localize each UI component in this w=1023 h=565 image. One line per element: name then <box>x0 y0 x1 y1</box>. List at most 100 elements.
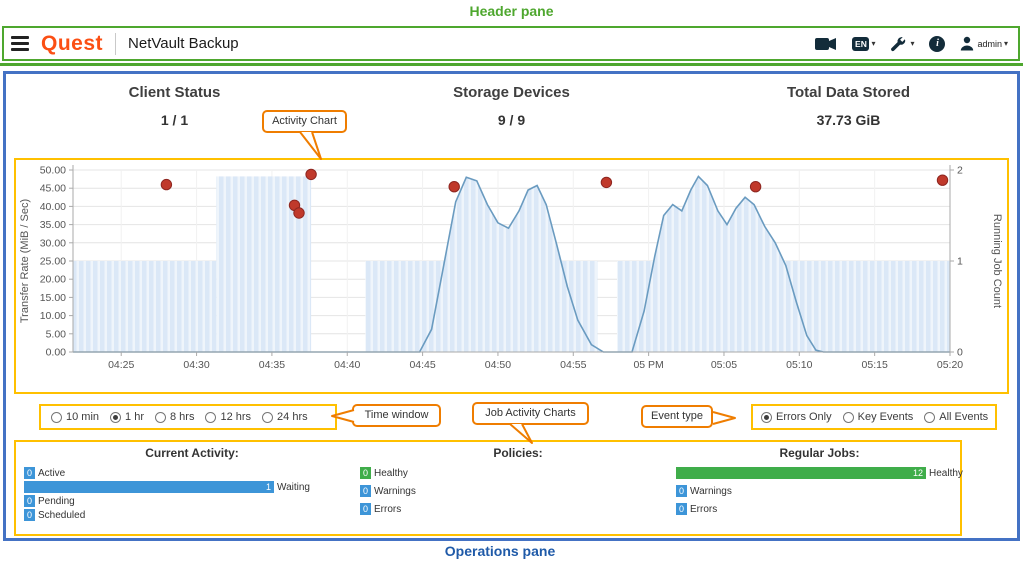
ops-bar: 0 <box>24 509 35 521</box>
svg-text:05 PM: 05 PM <box>633 359 663 371</box>
svg-text:Transfer Rate (MiB / Sec): Transfer Rate (MiB / Sec) <box>19 199 31 323</box>
video-tutorial-icon[interactable] <box>815 37 837 51</box>
svg-text:5.00: 5.00 <box>46 328 67 340</box>
ops-group-regular-jobs: Regular Jobs: 12 Healthy 0 Warnings 0 Errors <box>676 446 963 523</box>
svg-text:04:45: 04:45 <box>409 359 435 371</box>
svg-text:15.00: 15.00 <box>40 292 66 304</box>
callout-job-activity-charts: Job Activity Charts <box>472 402 589 425</box>
svg-text:0: 0 <box>957 347 963 359</box>
stat-storage-devices[interactable]: Storage Devices 9 / 9 <box>343 84 680 128</box>
ops-bar-row: 0 Scheduled <box>24 509 360 521</box>
tools-menu[interactable]: ▾ <box>890 36 914 52</box>
job-activity-panel: Current Activity: 0 Active 1 Waiting 0 Pending… <box>14 440 963 536</box>
stat-total-data-stored[interactable]: Total Data Stored 37.73 GiB <box>680 84 1017 128</box>
time-window-option-10-min[interactable]: 10 min <box>51 411 99 423</box>
info-icon[interactable]: i <box>929 35 946 52</box>
ops-bar-label: Pending <box>38 495 75 507</box>
ops-bar-label: Scheduled <box>38 509 86 521</box>
callout-tail <box>712 411 736 425</box>
ops-bar-row: 1 Waiting <box>24 481 360 493</box>
hamburger-menu-icon[interactable] <box>11 36 29 51</box>
radio-label: 1 hr <box>125 411 144 423</box>
event-type-option-key-events[interactable]: Key Events <box>842 411 914 423</box>
header-pane: Quest NetVault Backup EN ▾ ▾ <box>2 26 1020 61</box>
ops-bar-row: 0 Errors <box>676 503 963 515</box>
tools-icon[interactable] <box>890 36 908 52</box>
ops-bar-label: Warnings <box>374 485 416 497</box>
radio-indicator[interactable] <box>205 411 217 423</box>
radio-label: Key Events <box>857 411 914 423</box>
ops-bar-row: 0 Warnings <box>360 485 676 497</box>
ops-bar-label: Errors <box>374 503 402 515</box>
time-window-option-24-hrs[interactable]: 24 hrs <box>262 411 308 423</box>
ops-bar: 0 <box>24 495 35 507</box>
event-type-option-all-events[interactable]: All Events <box>924 411 988 423</box>
radio-indicator[interactable] <box>262 411 274 423</box>
svg-text:05:15: 05:15 <box>862 359 888 371</box>
stat-client-status[interactable]: Client Status 1 / 1 <box>6 84 343 128</box>
ops-group-policies: Policies: 0 Healthy 0 Warnings 0 Errors <box>360 446 676 523</box>
callout-activity-chart: Activity Chart <box>262 110 347 133</box>
time-window-option-12-hrs[interactable]: 12 hrs <box>205 411 251 423</box>
ops-bar: 12 <box>676 467 926 479</box>
ops-bar: 0 <box>360 503 371 515</box>
ops-bar-label: Waiting <box>277 481 310 493</box>
svg-text:05:20: 05:20 <box>937 359 963 371</box>
ops-bar-row: 0 Pending <box>24 495 360 507</box>
event-type-option-errors-only[interactable]: Errors Only <box>761 411 832 423</box>
svg-text:04:30: 04:30 <box>183 359 209 371</box>
radio-indicator[interactable] <box>110 411 122 423</box>
language-icon[interactable]: EN <box>852 36 870 51</box>
callout-tail <box>299 131 322 160</box>
radio-indicator[interactable] <box>842 411 854 423</box>
ops-bar: 0 <box>24 467 35 479</box>
user-menu[interactable]: admin ▾ <box>960 36 1008 51</box>
radio-label: Errors Only <box>776 411 832 423</box>
language-menu[interactable]: EN ▾ <box>852 36 875 51</box>
ops-bar-label: Healthy <box>374 467 408 479</box>
time-window-option-8-hrs[interactable]: 8 hrs <box>155 411 194 423</box>
ops-bar-row: 0 Active <box>24 467 360 479</box>
svg-text:20.00: 20.00 <box>40 274 66 286</box>
job-activity-groups: Current Activity: 0 Active 1 Waiting 0 Pending… <box>24 446 963 523</box>
ops-bar-label: Warnings <box>690 485 732 497</box>
event-type-radio-group: Errors Only Key Events All Events <box>761 411 988 423</box>
svg-text:04:40: 04:40 <box>334 359 360 371</box>
ops-bar: 1 <box>24 481 274 493</box>
radio-indicator[interactable] <box>924 411 936 423</box>
user-icon[interactable] <box>960 36 974 51</box>
radio-indicator[interactable] <box>761 411 772 423</box>
chevron-down-icon: ▾ <box>910 39 915 48</box>
header-icons: EN ▾ ▾ i admin <box>815 35 1008 52</box>
divider <box>115 32 117 55</box>
stat-label: Storage Devices <box>453 84 570 101</box>
ops-bar-label: Errors <box>690 503 718 515</box>
chevron-down-icon: ▾ <box>1003 39 1008 48</box>
stat-value: 9 / 9 <box>497 112 526 128</box>
svg-text:05:05: 05:05 <box>711 359 737 371</box>
svg-text:04:25: 04:25 <box>108 359 134 371</box>
stat-label: Client Status <box>128 84 221 101</box>
activity-chart-panel: 50.00 45.00 40.00 35.00 30.00 25.00 20.0… <box>14 158 1009 394</box>
annotation-header-pane: Header pane <box>469 3 554 19</box>
ops-bar: 0 <box>360 467 371 479</box>
ops-group-title: Policies: <box>493 446 543 460</box>
ops-bar-label: Healthy <box>929 467 963 479</box>
svg-text:2: 2 <box>957 165 963 177</box>
radio-indicator[interactable] <box>51 411 62 423</box>
ops-group-current-activity: Current Activity: 0 Active 1 Waiting 0 Pending… <box>24 446 360 523</box>
time-window-option-1-hr[interactable]: 1 hr <box>110 411 144 423</box>
activity-chart: 50.00 45.00 40.00 35.00 30.00 25.00 20.0… <box>19 165 1003 372</box>
radio-indicator[interactable] <box>155 411 166 423</box>
stat-label: Total Data Stored <box>786 84 911 101</box>
summary-tiles: Client Status 1 / 1 Storage Devices 9 / … <box>6 84 1017 128</box>
ops-bar: 0 <box>360 485 371 497</box>
svg-text:0.00: 0.00 <box>46 347 67 359</box>
svg-text:1: 1 <box>957 256 963 268</box>
ops-bar-row: 0 Healthy <box>360 467 676 479</box>
callout-event-type: Event type <box>641 405 713 428</box>
ops-bar: 0 <box>676 485 687 497</box>
stat-value: 37.73 GiB <box>816 112 881 128</box>
ops-bar: 0 <box>676 503 687 515</box>
